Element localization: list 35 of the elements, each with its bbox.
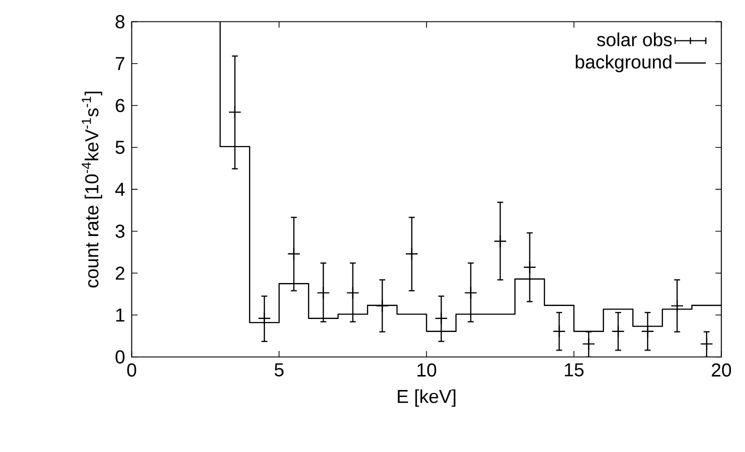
- legend-label: background: [576, 55, 672, 72]
- point: [582, 338, 596, 351]
- y-axis-title: count rate [10$^{-4}$keV$^{-1}$s$^{-1}$]: [82, 92, 102, 288]
- y-tick-label: 7: [116, 57, 124, 70]
- x-tick-label: 5: [274, 364, 284, 377]
- x-tick-label: 15: [564, 364, 584, 377]
- x-axis-title: E [keV]: [398, 390, 456, 407]
- point: [612, 325, 625, 338]
- point: [552, 325, 566, 338]
- point: [494, 234, 507, 248]
- point: [641, 325, 654, 338]
- point: [464, 286, 478, 300]
- y-tick-label: 8: [116, 15, 124, 29]
- x-tick-label: 10: [418, 364, 436, 377]
- point: [376, 300, 389, 313]
- y-tick-label: 2: [116, 266, 124, 280]
- point: [316, 286, 330, 300]
- y-tick-label: 6: [116, 99, 124, 112]
- point: [228, 106, 242, 119]
- point: [346, 286, 360, 300]
- y-tick-label: 5: [116, 141, 124, 154]
- point: [523, 260, 536, 274]
- point: [287, 248, 300, 261]
- point: [258, 312, 271, 326]
- legend-label: solar obs: [597, 32, 672, 46]
- y-tick-label: 1: [116, 308, 124, 322]
- point: [670, 300, 684, 313]
- point: [434, 312, 448, 326]
- y-tick-label: 4: [115, 183, 125, 196]
- x-tick-label: 0: [127, 364, 136, 377]
- y-tick-label: 0: [116, 350, 125, 364]
- point: [405, 248, 418, 261]
- point: [700, 338, 714, 351]
- x-tick-label: 20: [712, 364, 732, 377]
- y-tick-label: 3: [116, 224, 124, 238]
